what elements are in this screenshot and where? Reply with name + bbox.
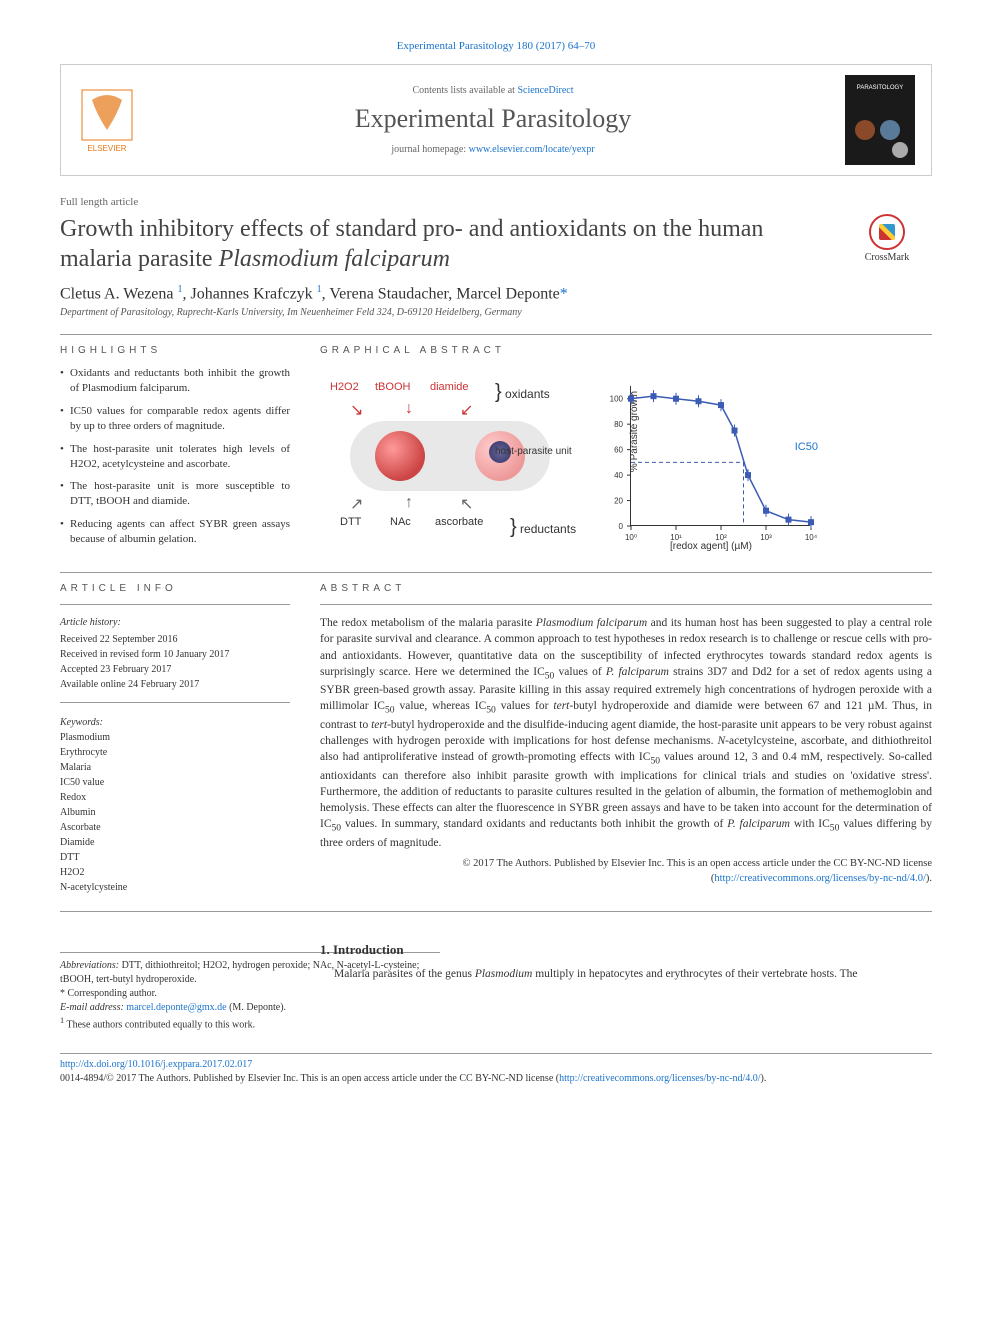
doi-link[interactable]: http://dx.doi.org/10.1016/j.exppara.2017…	[60, 1059, 252, 1070]
keyword-item: Plasmodium	[60, 730, 290, 745]
svg-text:ELSEVIER: ELSEVIER	[87, 144, 126, 153]
ga-oxidant-3: diamide	[430, 381, 469, 393]
highlight-item: IC50 values for comparable redox agents …	[60, 404, 290, 434]
ga-ic50-label: IC50	[795, 441, 818, 453]
abstract-text: The redox metabolism of the malaria para…	[320, 615, 932, 851]
svg-text:20: 20	[614, 497, 623, 506]
copyright: © 2017 The Authors. Published by Elsevie…	[320, 857, 932, 886]
ga-host-label: host-parasite unit	[495, 446, 572, 457]
svg-text:40: 40	[614, 471, 623, 480]
svg-text:10⁰: 10⁰	[625, 533, 637, 542]
homepage-line: journal homepage: www.elsevier.com/locat…	[157, 144, 829, 155]
journal-header: ELSEVIER Contents lists available at Sci…	[60, 64, 932, 176]
highlight-item: Oxidants and reductants both inhibit the…	[60, 366, 290, 396]
elsevier-logo: ELSEVIER	[77, 85, 137, 155]
article-title: Growth inhibitory effects of standard pr…	[60, 214, 822, 274]
graphical-abstract: H2O2 tBOOH diamide } oxidants ↘ ↓ ↙ host…	[320, 366, 932, 546]
doi-footer: http://dx.doi.org/10.1016/j.exppara.2017…	[60, 1053, 932, 1086]
abstract-label: ABSTRACT	[320, 583, 932, 594]
ga-reductant-1: DTT	[340, 516, 361, 528]
keyword-item: Diamide	[60, 835, 290, 850]
intro-heading: 1. Introduction	[320, 942, 932, 958]
svg-text:60: 60	[614, 446, 623, 455]
top-citation: Experimental Parasitology 180 (2017) 64–…	[60, 40, 932, 52]
keyword-item: DTT	[60, 850, 290, 865]
article-type: Full length article	[60, 196, 932, 208]
ga-oxidant-1: H2O2	[330, 381, 359, 393]
ga-oxidants-brace: } oxidants	[495, 381, 550, 404]
highlight-item: Reducing agents can affect SYBR green as…	[60, 517, 290, 547]
affiliation: Department of Parasitology, Ruprecht-Kar…	[60, 307, 932, 318]
keyword-item: Erythrocyte	[60, 745, 290, 760]
svg-text:PARASITOLOGY: PARASITOLOGY	[857, 85, 903, 91]
authors: Cletus A. Wezena 1, Johannes Krafczyk 1,…	[60, 284, 932, 303]
ga-chart-xlabel: [redox agent] (µM)	[670, 541, 752, 552]
svg-text:0: 0	[619, 522, 624, 531]
svg-text:80: 80	[614, 421, 623, 430]
keyword-item: Ascorbate	[60, 820, 290, 835]
ga-reductant-3: ascorbate	[435, 516, 483, 528]
contents-line: Contents lists available at ScienceDirec…	[157, 85, 829, 96]
ga-reductant-2: NAc	[390, 516, 411, 528]
highlight-item: The host-parasite unit tolerates high le…	[60, 442, 290, 472]
ga-oxidant-2: tBOOH	[375, 381, 410, 393]
keywords: Keywords: PlasmodiumErythrocyteMalariaIC…	[60, 715, 290, 895]
keyword-item: N-acetylcysteine	[60, 880, 290, 895]
keyword-item: Malaria	[60, 760, 290, 775]
sciencedirect-link[interactable]: ScienceDirect	[517, 85, 573, 96]
ga-erythrocyte-icon	[375, 431, 425, 481]
highlights: Oxidants and reductants both inhibit the…	[60, 366, 290, 546]
highlight-item: The host-parasite unit is more susceptib…	[60, 479, 290, 509]
keyword-item: Albumin	[60, 805, 290, 820]
intro-text: Malaria parasites of the genus Plasmodiu…	[320, 966, 932, 982]
svg-text:10³: 10³	[760, 533, 772, 542]
journal-name: Experimental Parasitology	[157, 104, 829, 134]
email-link[interactable]: marcel.deponte@gmx.de	[126, 1002, 226, 1013]
ga-chart: 02040608010010⁰10¹10²10³10⁴ IC50	[630, 386, 810, 526]
highlights-label: HIGHLIGHTS	[60, 345, 290, 356]
svg-text:10⁴: 10⁴	[805, 533, 818, 542]
keyword-item: IC50 value	[60, 775, 290, 790]
keyword-item: Redox	[60, 790, 290, 805]
journal-cover-thumb: PARASITOLOGY	[845, 75, 915, 165]
article-info: Article history: Received 22 September 2…	[60, 615, 290, 692]
ga-reductants-brace: } reductants	[510, 516, 576, 539]
article-info-label: ARTICLE INFO	[60, 583, 290, 594]
introduction: 1. Introduction Malaria parasites of the…	[320, 942, 932, 982]
svg-text:100: 100	[610, 395, 624, 404]
license-link[interactable]: http://creativecommons.org/licenses/by-n…	[559, 1073, 760, 1084]
homepage-link[interactable]: www.elsevier.com/locate/yexpr	[469, 144, 595, 155]
graphical-abstract-label: GRAPHICAL ABSTRACT	[320, 345, 932, 356]
keyword-item: H2O2	[60, 865, 290, 880]
crossmark-badge[interactable]: CrossMark	[842, 214, 932, 263]
